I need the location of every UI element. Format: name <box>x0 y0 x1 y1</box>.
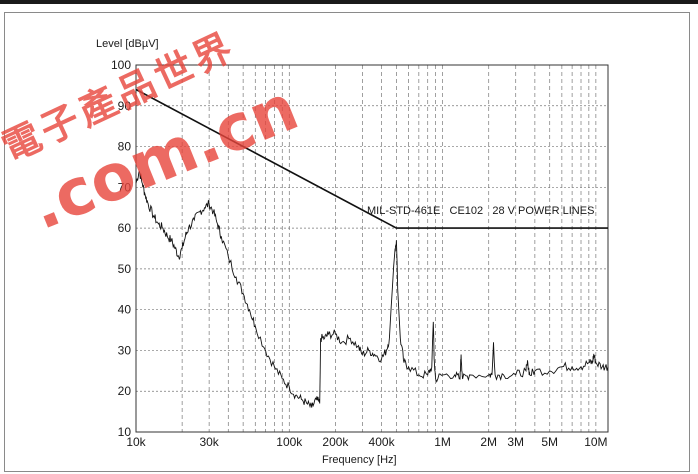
x-tick-label: 400k <box>369 435 396 449</box>
x-tick-label: 3M <box>507 435 524 449</box>
x-tick-label: 2M <box>480 435 497 449</box>
y-tick-label: 20 <box>118 384 132 398</box>
limit-line-label: MIL-STD-461E CE102 28 V POWER LINES <box>367 205 594 217</box>
x-tick-labels: 10k 30k 100k 200k 400k 1M 2M 3M 5M 10M <box>126 435 607 449</box>
watermark: 電子產品世界 .com.cn <box>0 24 308 245</box>
x-axis-label: Frequency [Hz] <box>322 454 397 466</box>
x-tick-label: 10k <box>126 435 146 449</box>
x-tick-label: 200k <box>322 435 349 449</box>
x-tick-label: 5M <box>541 435 558 449</box>
x-tick-label: 10M <box>584 435 607 449</box>
x-tick-label: 1M <box>434 435 451 449</box>
y-tick-label: 60 <box>118 221 132 235</box>
y-axis-label: Level [dBµV] <box>96 38 159 50</box>
x-tick-label: 30k <box>199 435 219 449</box>
x-tick-label: 100k <box>276 435 303 449</box>
y-tick-label: 40 <box>118 303 132 317</box>
y-tick-label: 30 <box>118 343 132 357</box>
y-tick-label: 50 <box>118 262 132 276</box>
